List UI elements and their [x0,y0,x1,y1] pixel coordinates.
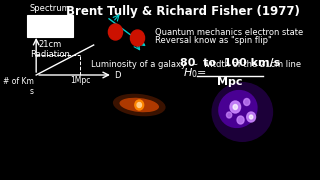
Ellipse shape [218,90,258,128]
Text: Quantum mechanics electron state: Quantum mechanics electron state [155,28,303,37]
Circle shape [237,116,244,124]
Text: V: V [29,25,35,34]
Text: Mpc: Mpc [217,77,243,87]
Circle shape [137,102,141,107]
Circle shape [135,100,144,110]
Circle shape [233,105,237,109]
Text: 80  to  100 km/s: 80 to 100 km/s [180,58,280,68]
Ellipse shape [119,98,159,112]
Text: 21cm
Radiation: 21cm Radiation [30,40,70,59]
Text: Luminosity of a galaxy  ∼  witdth of the 21cm line: Luminosity of a galaxy ∼ witdth of the 2… [92,60,301,69]
Text: Reversal know as "spin flip": Reversal know as "spin flip" [155,36,272,45]
Ellipse shape [212,82,273,142]
Circle shape [244,98,250,105]
Text: $H_0\!=\!$: $H_0\!=\!$ [183,66,207,80]
Circle shape [247,112,256,122]
Text: D: D [115,71,121,80]
Bar [52,15,73,37]
Circle shape [227,112,232,118]
Circle shape [230,101,241,113]
Ellipse shape [113,94,165,116]
Text: 1Mpc: 1Mpc [70,76,91,85]
Circle shape [249,115,253,119]
Text: # of Km
s: # of Km s [3,77,34,96]
Bar [27,15,52,37]
Circle shape [108,24,123,40]
Text: Brent Tully & Richard Fisher (1977): Brent Tully & Richard Fisher (1977) [66,5,300,18]
Text: Spectrum: Spectrum [30,4,71,13]
Circle shape [131,30,145,46]
